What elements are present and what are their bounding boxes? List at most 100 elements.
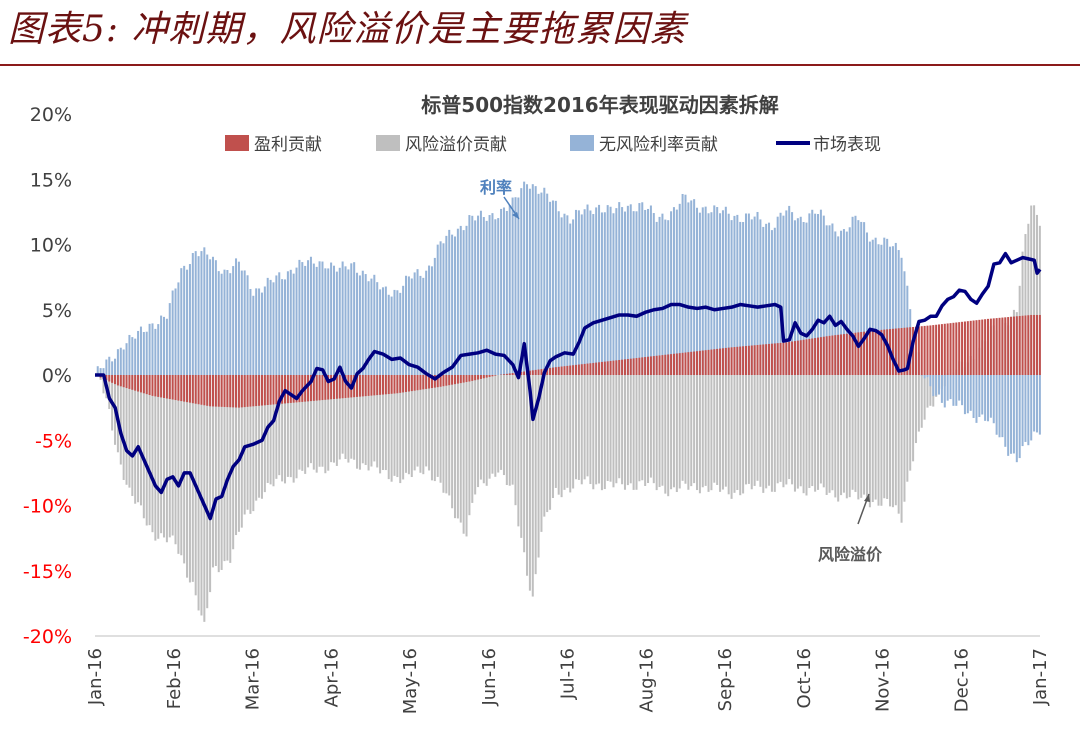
risk-free-bar	[272, 282, 275, 375]
risk-premium-bar	[272, 375, 275, 487]
risk-premium-bar	[865, 375, 868, 502]
risk-premium-bar	[497, 375, 500, 473]
risk-free-bar	[678, 203, 681, 375]
risk-free-bar	[526, 184, 529, 375]
risk-free-bar	[122, 349, 125, 375]
earnings-bar	[511, 373, 514, 375]
earnings-bar	[1007, 317, 1010, 375]
risk-premium-bar	[912, 375, 915, 462]
risk-free-bar	[165, 318, 168, 375]
risk-free-bar	[393, 289, 396, 375]
risk-premium-bar	[557, 375, 560, 495]
risk-free-bar	[672, 207, 675, 375]
risk-free-bar	[986, 375, 990, 422]
risk-premium-bar	[128, 375, 131, 488]
risk-premium-bar	[373, 375, 376, 462]
risk-free-bar	[459, 225, 462, 375]
risk-free-bar	[785, 210, 788, 375]
risk-free-bar	[969, 375, 972, 411]
risk-premium-bar	[453, 375, 456, 519]
risk-free-bar	[842, 229, 845, 375]
risk-free-bar	[626, 205, 629, 375]
risk-free-bar	[125, 343, 128, 375]
risk-free-bar	[537, 193, 540, 375]
risk-free-bar	[1021, 375, 1024, 447]
earnings-bar	[477, 375, 480, 380]
risk-free-bar	[569, 223, 572, 375]
x-tick-label: Jan-17	[1030, 648, 1051, 706]
earnings-bar	[240, 375, 243, 408]
earnings-bar	[209, 375, 212, 407]
risk-free-bar	[502, 207, 505, 375]
earnings-bar	[664, 354, 667, 375]
earnings-bar	[629, 358, 632, 375]
risk-premium-bar	[534, 375, 537, 575]
risk-premium-bar	[626, 375, 629, 486]
risk-free-bar	[868, 241, 871, 375]
risk-free-bar	[281, 279, 284, 375]
risk-premium-bar	[376, 375, 379, 468]
risk-free-bar	[488, 215, 491, 375]
earnings-bar	[819, 337, 822, 375]
risk-free-bar	[877, 244, 880, 375]
risk-free-bar	[707, 213, 710, 375]
earnings-bar	[183, 375, 186, 402]
risk-free-bar	[373, 274, 376, 375]
risk-premium-bar	[747, 375, 750, 484]
risk-premium-bar	[177, 375, 180, 554]
risk-free-bar	[779, 212, 782, 375]
risk-premium-bar	[753, 375, 756, 486]
earnings-bar	[488, 375, 491, 377]
earnings-bar	[1018, 316, 1021, 375]
risk-premium-bar	[848, 375, 851, 498]
earnings-bar	[914, 326, 917, 375]
risk-free-bar	[468, 215, 471, 375]
earnings-bar	[770, 343, 773, 375]
earnings-bar	[281, 375, 284, 404]
earnings-bar	[232, 375, 235, 408]
risk-premium-bar	[180, 375, 183, 556]
earnings-bar	[678, 353, 681, 375]
risk-premium-bar	[612, 375, 615, 488]
risk-premium-bar	[387, 375, 390, 480]
risk-premium-bar	[750, 375, 753, 490]
risk-premium-bar	[223, 375, 226, 562]
legend-label-risk-premium: 风险溢价贡献	[405, 135, 507, 155]
risk-free-bar	[390, 296, 393, 375]
risk-premium-bar	[759, 375, 762, 487]
risk-premium-bar	[407, 375, 410, 475]
risk-free-bar	[183, 265, 186, 375]
earnings-bar	[883, 329, 886, 375]
risk-premium-bar	[592, 375, 595, 490]
risk-premium-bar	[393, 375, 396, 476]
risk-free-bar	[278, 272, 281, 375]
risk-premium-bar	[733, 375, 736, 493]
earnings-bar	[747, 345, 750, 375]
risk-free-bar	[710, 212, 713, 375]
chart-title: 标普500指数2016年表现驱动因素拆解	[421, 93, 778, 117]
risk-free-bar	[649, 205, 652, 375]
earnings-bar	[367, 375, 370, 396]
earnings-bar	[618, 359, 621, 375]
risk-premium-bar	[652, 375, 655, 484]
risk-premium-bar	[577, 375, 580, 480]
earnings-bar	[148, 375, 151, 396]
risk-free-bar	[920, 375, 923, 376]
risk-premium-bar	[638, 375, 641, 482]
risk-free-bar	[1010, 375, 1013, 454]
risk-premium-bar	[439, 375, 442, 483]
legend: 盈利贡献 风险溢价贡献 无风险利率贡献 市场表现	[225, 135, 881, 155]
earnings-bar	[119, 375, 122, 387]
risk-free-bar	[652, 213, 655, 375]
earnings-bar	[160, 375, 163, 398]
risk-premium-bar	[508, 375, 511, 486]
earnings-bar	[586, 363, 589, 375]
risk-free-bar	[307, 260, 310, 375]
risk-premium-bar	[834, 375, 837, 498]
risk-premium-bar	[318, 375, 321, 467]
earnings-bar	[961, 321, 964, 375]
earnings-bar	[534, 369, 537, 375]
risk-premium-bar	[595, 375, 598, 485]
earnings-bar	[396, 375, 399, 394]
earnings-bar	[505, 373, 508, 375]
